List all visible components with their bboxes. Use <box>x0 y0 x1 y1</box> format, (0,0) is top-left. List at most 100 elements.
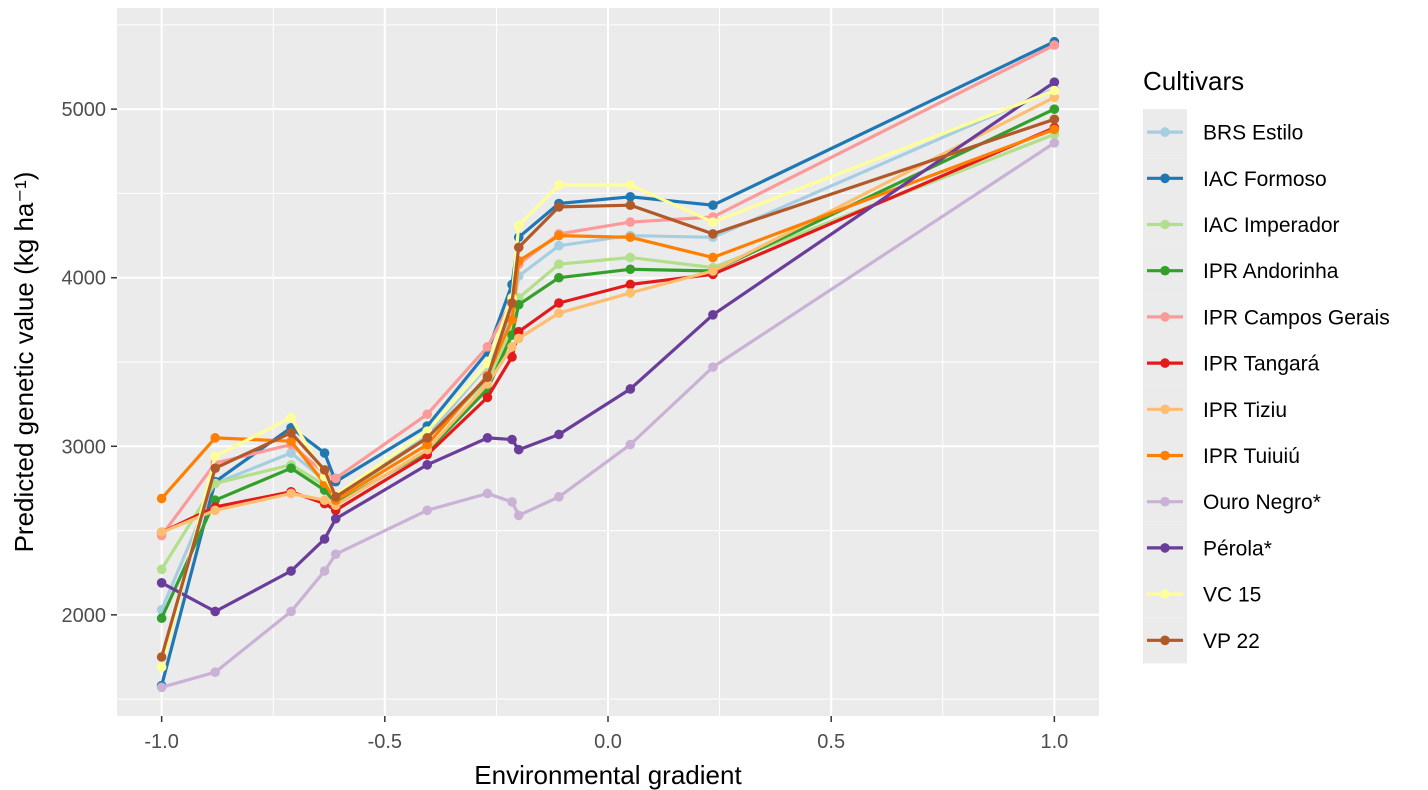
data-point <box>286 428 296 438</box>
data-point <box>625 279 636 290</box>
legend-label: IPR Tuiuiú <box>1203 445 1300 468</box>
legend-key-point <box>1160 450 1170 461</box>
data-point <box>286 463 296 474</box>
legend-key-point <box>1160 404 1170 415</box>
data-point <box>554 308 564 318</box>
data-point <box>1049 138 1060 148</box>
data-point <box>513 220 524 231</box>
legend-item: Ouro Negro* <box>1143 478 1321 525</box>
data-point <box>210 433 220 443</box>
data-point <box>422 433 433 443</box>
data-point <box>625 288 636 298</box>
data-point <box>156 662 167 672</box>
data-point <box>1049 92 1060 103</box>
data-point <box>330 513 341 524</box>
data-point <box>507 434 517 445</box>
data-point <box>482 392 493 403</box>
y-tick-label: 4000 <box>62 268 107 290</box>
data-point <box>513 242 524 253</box>
data-point <box>554 202 564 212</box>
legend-item: Pérola* <box>1143 524 1272 571</box>
y-axis: 2000 3000 4000 5000 <box>62 99 117 627</box>
data-point <box>319 448 330 458</box>
x-tick-label: -0.5 <box>368 731 402 753</box>
data-point <box>422 409 433 420</box>
data-point <box>554 230 564 241</box>
y-tick-label: 3000 <box>62 436 107 458</box>
legend-label: IAC Imperador <box>1203 214 1340 237</box>
data-point <box>625 180 636 190</box>
data-point <box>330 549 341 559</box>
series-9 <box>156 138 1060 693</box>
data-point <box>708 362 718 372</box>
data-point <box>156 682 167 693</box>
data-point <box>1049 85 1060 96</box>
data-point <box>210 463 220 474</box>
data-point <box>554 240 564 251</box>
data-point <box>319 465 330 475</box>
data-point <box>210 667 220 677</box>
legend-item: IPR Andorinha <box>1143 247 1339 294</box>
legend-key-point <box>1160 358 1170 368</box>
data-point <box>156 527 167 538</box>
legend-item: VP 22 <box>1143 617 1260 664</box>
data-point <box>482 433 493 443</box>
legend-label: BRS Estilo <box>1203 122 1303 145</box>
data-point <box>507 315 517 325</box>
legend-item: IPR Tiziu <box>1143 386 1287 433</box>
x-axis: -1.0 -0.5 0.0 0.5 1.0 <box>144 716 1068 753</box>
data-point <box>708 252 718 263</box>
data-point <box>708 310 718 320</box>
data-point <box>286 448 296 458</box>
data-point <box>286 412 296 423</box>
legend-item: BRS Estilo <box>1143 109 1303 156</box>
data-point <box>625 252 636 263</box>
data-point <box>554 180 564 190</box>
data-point <box>1049 40 1060 50</box>
data-point <box>286 566 296 576</box>
data-point <box>507 497 517 507</box>
data-point <box>625 217 636 227</box>
y-tick-label: 5000 <box>62 99 107 121</box>
legend-item: IAC Imperador <box>1143 201 1340 248</box>
data-point <box>625 439 636 450</box>
legend-label: IPR Tangará <box>1203 353 1320 376</box>
data-point <box>422 439 433 450</box>
data-point <box>330 473 341 484</box>
data-point <box>286 488 296 499</box>
legend-key-point <box>1160 173 1170 184</box>
data-point <box>513 510 524 521</box>
data-point <box>319 495 330 506</box>
data-point <box>708 266 718 276</box>
data-point <box>513 444 524 455</box>
series-7 <box>156 92 1060 538</box>
data-point <box>554 298 564 308</box>
legend-key-point <box>1160 265 1170 276</box>
data-point <box>554 259 564 270</box>
legend-item: IPR Campos Gerais <box>1143 293 1390 340</box>
legend-label: VC 15 <box>1203 584 1261 607</box>
legend-label: Ouro Negro* <box>1203 491 1321 514</box>
data-point <box>156 578 167 588</box>
data-point <box>210 606 220 617</box>
x-tick-label: -1.0 <box>144 731 178 753</box>
x-tick-label: 0.0 <box>594 731 622 753</box>
legend: Cultivars BRS Estilo IAC Formoso IAC Imper… <box>1143 66 1390 664</box>
data-point <box>286 606 296 617</box>
data-point <box>319 534 330 544</box>
legend-item: IAC Formoso <box>1143 155 1327 202</box>
data-point <box>156 613 167 624</box>
data-point <box>330 492 341 502</box>
data-point <box>210 505 220 516</box>
data-point <box>1049 77 1060 87</box>
data-point <box>210 451 220 462</box>
series-layer <box>156 36 1060 693</box>
series-10 <box>156 77 1060 617</box>
data-point <box>554 429 564 440</box>
data-point <box>625 232 636 243</box>
legend-label: VP 22 <box>1203 630 1260 653</box>
data-point <box>482 488 493 499</box>
x-tick-label: 0.5 <box>817 731 845 753</box>
data-point <box>422 460 433 470</box>
